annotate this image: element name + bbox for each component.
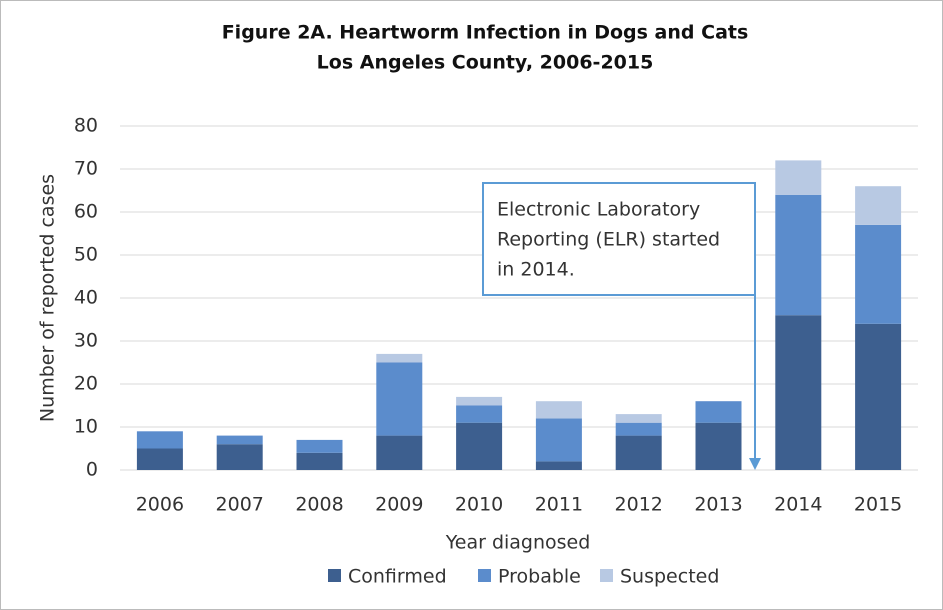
bar-segment [216,444,263,470]
y-tick-label: 50 [74,244,98,266]
bar-segment [855,186,902,225]
bar-segment [296,452,343,470]
legend-swatch [328,569,341,582]
bar-segment [456,405,503,423]
annotation-arrowhead [749,458,761,470]
legend-swatch [478,569,491,582]
bar-segment [855,323,902,470]
chart-title: Figure 2A. Heartworm Infection in Dogs a… [222,22,749,44]
annotation-text: Electronic Laboratory [497,199,700,221]
legend-label: Probable [498,566,581,588]
bar-segment [136,448,183,470]
y-tick-label: 40 [74,287,98,309]
bar-segment [136,431,183,449]
bar-segment [535,401,582,419]
bar-segment [216,435,263,445]
x-tick-label: 2009 [375,494,423,516]
y-tick-label: 80 [74,115,98,137]
x-tick-label: 2007 [216,494,264,516]
bar-segment [775,194,822,316]
bar-segment [456,422,503,470]
bar-segment [535,418,582,462]
annotation-box [482,182,756,296]
bar-segment [615,422,662,436]
x-tick-label: 2013 [694,494,742,516]
legend-label: Confirmed [348,566,447,588]
y-tick-label: 0 [86,459,98,481]
bar-segment [376,435,423,470]
bar-segment [695,422,742,470]
bar-segment [775,315,822,470]
y-tick-label: 10 [74,416,98,438]
annotation-text: Reporting (ELR) started [497,229,720,251]
x-axis-label: Year diagnosed [445,532,591,554]
bar-segment [855,224,902,324]
chart-subtitle: Los Angeles County, 2006-2015 [317,52,654,74]
x-tick-label: 2006 [136,494,184,516]
legend-swatch [600,569,613,582]
x-tick-label: 2015 [854,494,902,516]
bar-segment [615,414,662,423]
bar-segment [376,362,423,436]
x-tick-label: 2012 [615,494,663,516]
x-tick-label: 2014 [774,494,822,516]
x-tick-label: 2008 [295,494,343,516]
x-tick-label: 2011 [535,494,583,516]
x-tick-label: 2010 [455,494,503,516]
y-axis-label: Number of reported cases [37,174,59,422]
y-tick-label: 60 [74,201,98,223]
y-tick-label: 70 [74,158,98,180]
bar-segment [775,160,822,195]
legend-label: Suspected [620,566,719,588]
bar-segment [535,461,582,470]
y-tick-label: 20 [74,373,98,395]
bar-segment [695,401,742,423]
bar-segment [615,435,662,470]
y-tick-label: 30 [74,330,98,352]
bar-segment [456,396,503,406]
bar-segment [376,353,423,363]
bar-segment [296,439,343,453]
annotation-text: in 2014. [497,259,575,281]
